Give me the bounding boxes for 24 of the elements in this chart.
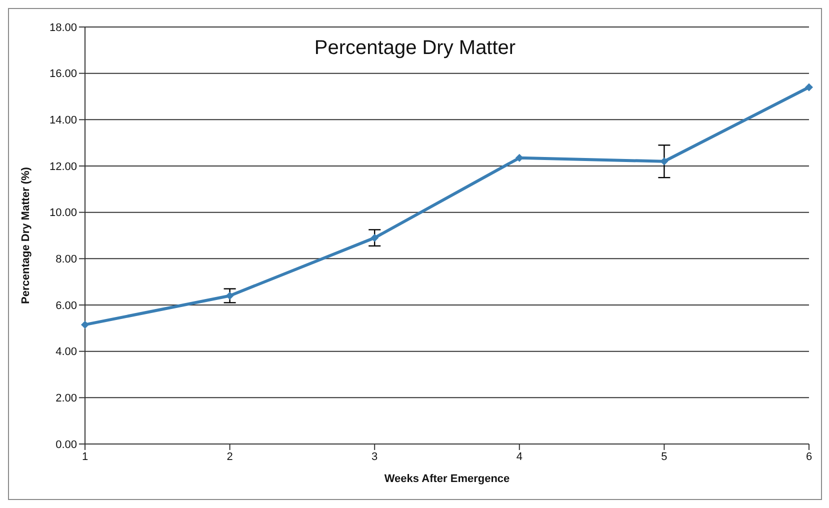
point	[226, 292, 234, 300]
x-tick-label: 6	[806, 450, 812, 463]
x-axis-title: Weeks After Emergence	[384, 473, 510, 485]
y-tick-label: 6.00	[56, 300, 77, 312]
x-tick-label: 4	[516, 450, 522, 463]
y-tick-label: 14.00	[49, 114, 77, 127]
y-tick-label: 18.00	[49, 22, 77, 34]
y-tick-label: 10.00	[49, 207, 77, 220]
point	[660, 157, 668, 166]
point	[805, 83, 813, 92]
y-tick-label: 12.00	[49, 160, 77, 173]
y-tick-label: 8.00	[56, 254, 77, 266]
x-tick-label: 1	[82, 450, 88, 463]
x-tick-label: 2	[226, 450, 233, 463]
y-tick-label: 0.00	[56, 438, 77, 451]
point	[370, 234, 379, 242]
y-axis-title: Percentage Dry Matter (%)	[20, 166, 32, 304]
y-tick-label: 16.00	[49, 68, 77, 80]
point	[81, 320, 89, 329]
y-tick-label: 4.00	[56, 346, 77, 358]
x-tick-label: 5	[661, 450, 668, 463]
y-tick-label: 2.00	[56, 392, 77, 405]
text: Percentage Dry Matter	[313, 37, 517, 60]
x-tick-label: 3	[372, 450, 378, 463]
